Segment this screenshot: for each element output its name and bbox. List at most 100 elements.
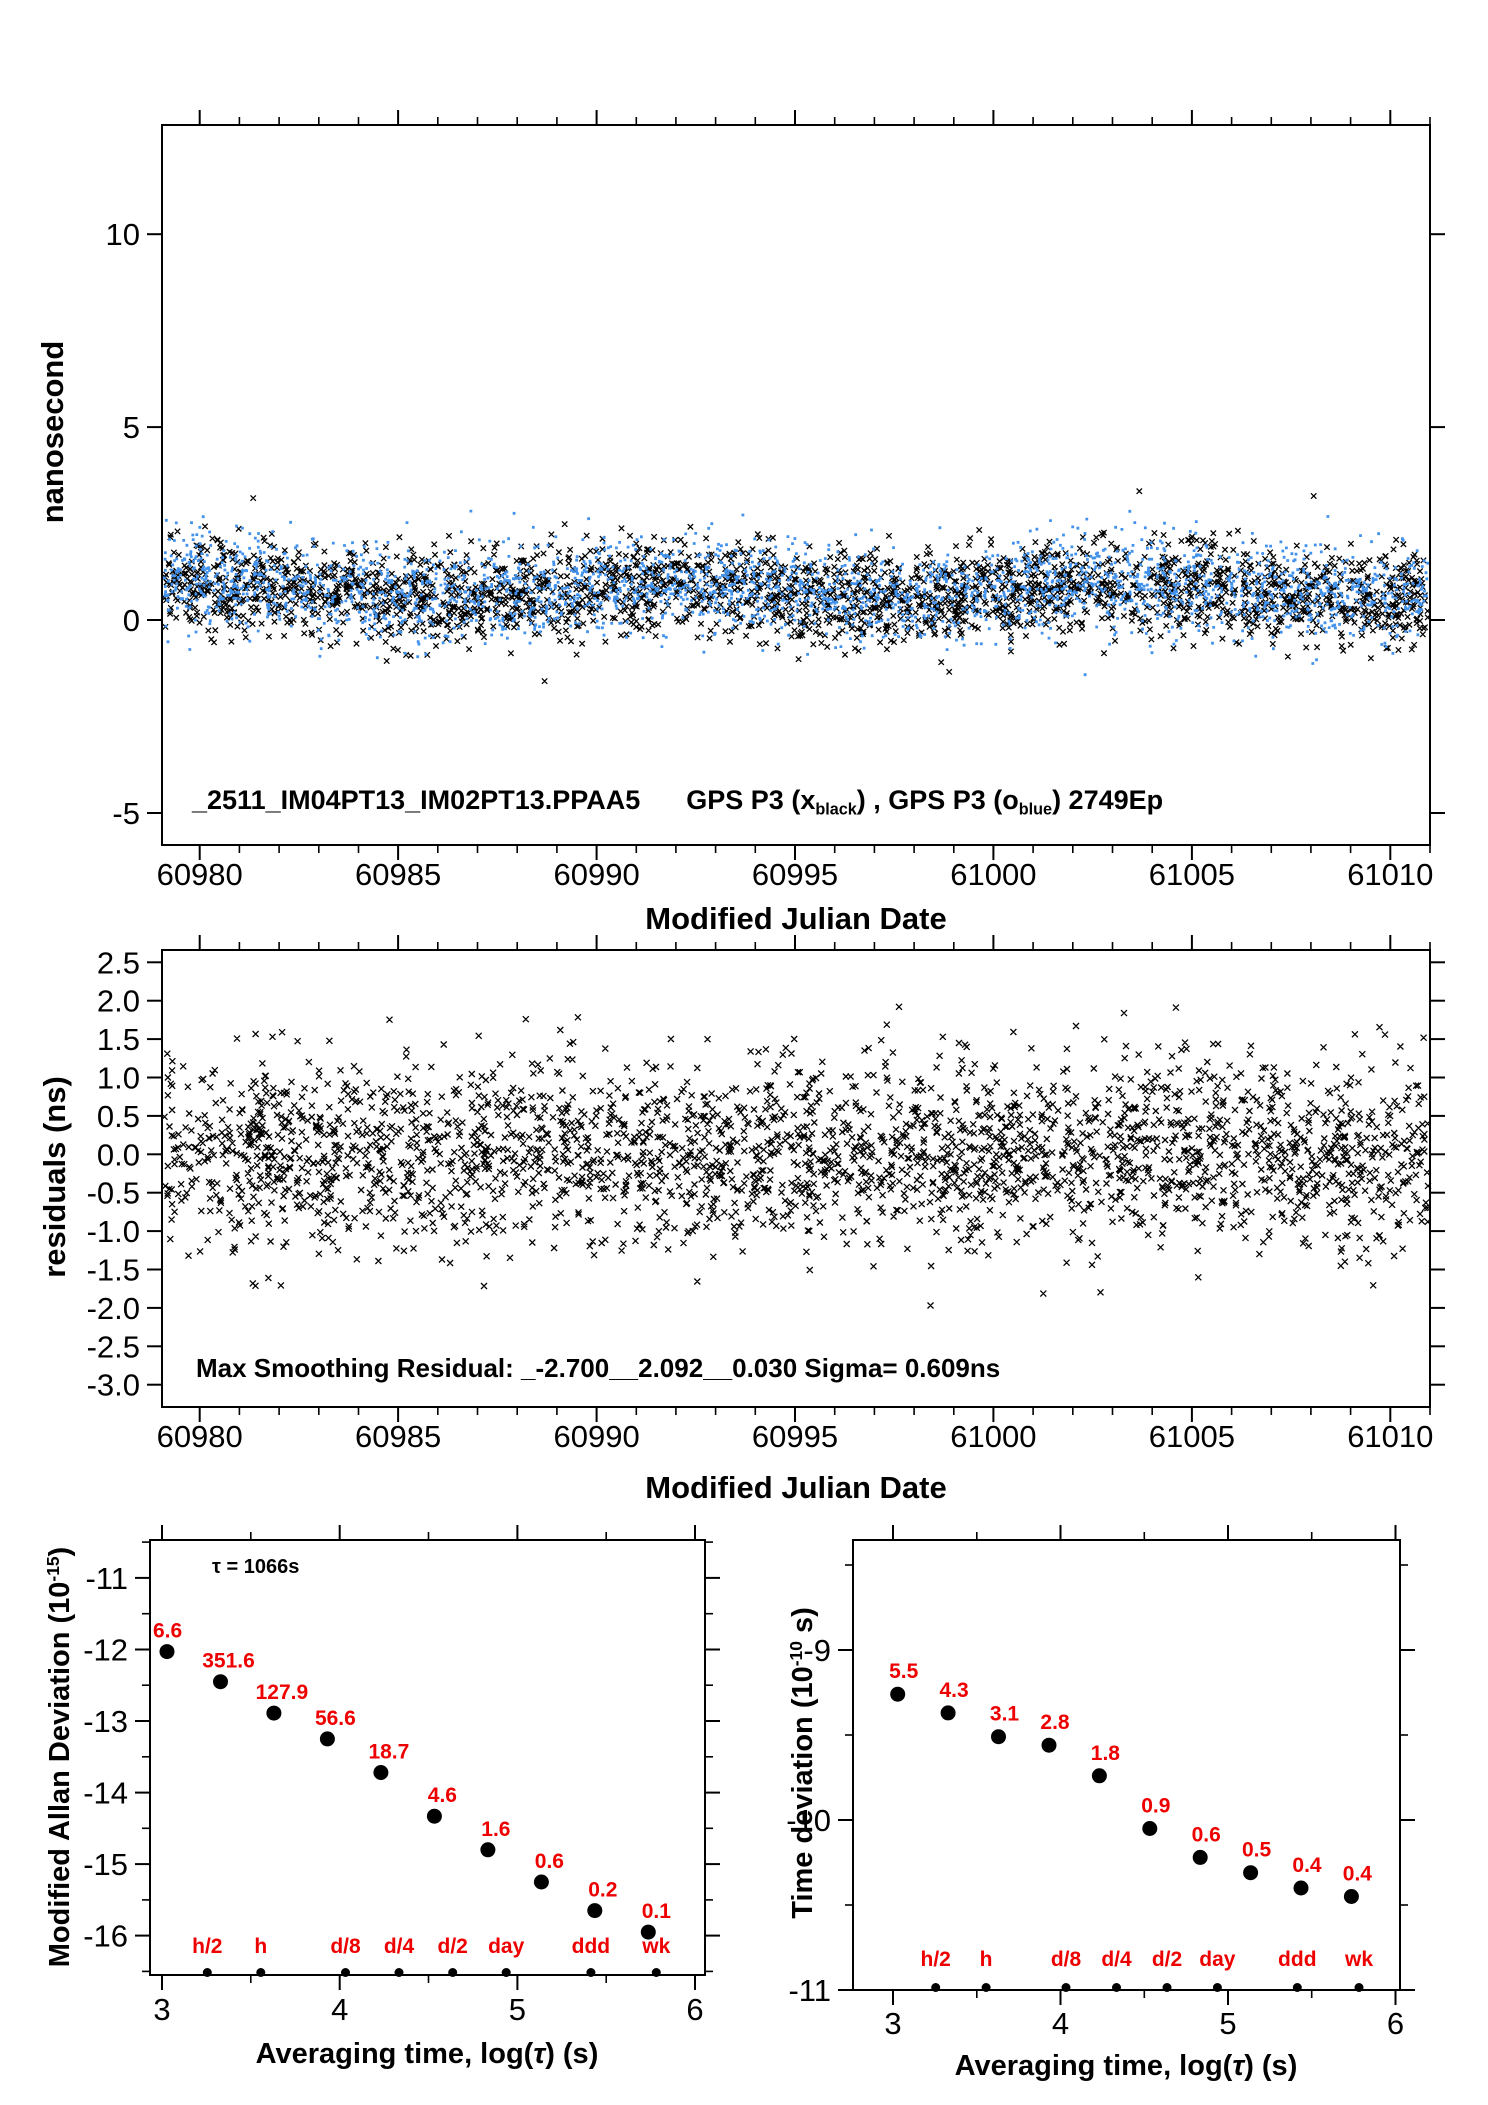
mdev-y-axis-title: Modified Allan Deviation (10-15) xyxy=(43,1547,77,1967)
middle-y-tick-label: 1.0 xyxy=(97,1061,140,1096)
mdev-x-tick-label: 5 xyxy=(509,1992,526,2027)
tdev-y-tick-label: -10 xyxy=(786,1803,831,1838)
mdev-data-point xyxy=(587,1903,603,1919)
middle-x-tick-label: 61005 xyxy=(1149,1419,1235,1454)
tdev-period-tick-label: d/2 xyxy=(1152,1948,1182,1971)
mdev-period-tick-dot xyxy=(586,1968,596,1977)
top-x-tick-label: 61005 xyxy=(1149,857,1235,892)
tdev-point-value-label: 5.5 xyxy=(889,1660,919,1683)
middle-y-tick-label: 0.5 xyxy=(97,1099,140,1134)
mdev-y-tick-label: -11 xyxy=(85,1561,128,1596)
middle-x-tick-label: 60995 xyxy=(752,1419,838,1454)
mdev-y-tick-label: -16 xyxy=(83,1919,128,1954)
top-scatter-x-markers xyxy=(161,488,1431,685)
tdev-y-tick-label: -9 xyxy=(803,1633,831,1668)
tdev-period-tick-dot xyxy=(931,1983,941,1992)
tdev-x-axis-title-pre: Averaging time, log( xyxy=(954,2050,1233,2082)
tdev-period-tick-dot xyxy=(1061,1983,1071,1992)
tdev-period-tick-dot xyxy=(1112,1983,1121,1992)
mdev-x-axis-title-pre: Averaging time, log( xyxy=(255,2038,534,2070)
tdev-period-tick-label: d/4 xyxy=(1101,1948,1132,1971)
tdev-data-point xyxy=(991,1729,1006,1745)
middle-frame xyxy=(161,949,1431,1408)
mdev-x-tick-label: 4 xyxy=(331,1992,348,2027)
mdev-period-tick-label: h xyxy=(254,1935,267,1958)
mdev-x-tick-label: 6 xyxy=(686,1992,703,2027)
mdev-point-value-label: 56.6 xyxy=(315,1707,356,1730)
max-smoothing-residual-label: Max Smoothing Residual: _-2.700__2.092__… xyxy=(196,1353,1001,1383)
mdev-period-tick-label: d/2 xyxy=(438,1935,468,1958)
tau-annotation: τ = 1066s xyxy=(212,1556,299,1579)
middle-y-tick-label: 2.0 xyxy=(97,984,140,1019)
mdev-y-tick-label: -15 xyxy=(83,1847,128,1882)
tdev-point-value-label: 2.8 xyxy=(1040,1711,1070,1734)
tdev-data-point xyxy=(1041,1737,1057,1753)
top-y-axis-title-text: nanosecond xyxy=(35,340,70,524)
tdev-y-axis-title-text: Time deviation (10 xyxy=(787,1666,820,1919)
tdev-plot: 3 4 5 6-9-10-115.54.33.1 2.81.80.90.60.50.4 0… xyxy=(786,1525,1415,2041)
tdev-point-value-label: 1.8 xyxy=(1091,1742,1121,1765)
tdev-point-value-label: 4.3 xyxy=(939,1679,968,1702)
mdev-y-tick-label: -14 xyxy=(83,1776,128,1811)
tdev-data-point xyxy=(1343,1889,1359,1904)
mdev-data-point xyxy=(373,1765,389,1780)
top-y-tick-label: -5 xyxy=(112,796,140,831)
top-x-tick-label: 60990 xyxy=(553,857,639,892)
top-y-tick-label: 10 xyxy=(106,217,140,252)
mdev-y-tick-label: -12 xyxy=(83,1633,128,1668)
gps-series2-subscript: blue xyxy=(1018,800,1053,819)
tdev-point-value-label: 0.5 xyxy=(1242,1839,1272,1862)
mdev-x-axis-title: Averaging time, log(τ) (s) xyxy=(256,2038,599,2071)
tdev-y-axis-title: Time deviation (10-10 s) xyxy=(786,1607,820,1918)
tdev-point-value-label: 0.4 xyxy=(1292,1854,1322,1877)
tau-annotation-text: τ = 1066s xyxy=(212,1556,300,1578)
top-x-tick-label: 61000 xyxy=(950,857,1036,892)
mdev-period-tick-label: d/4 xyxy=(384,1935,415,1958)
tdev-period-tick-label: ddd xyxy=(1278,1948,1316,1971)
tdev-y-axis-title-close: s) xyxy=(787,1607,820,1642)
middle-y-tick-label: -1.0 xyxy=(87,1214,140,1249)
top-x-tick-label: 60980 xyxy=(157,857,243,892)
tau-symbol: τ xyxy=(533,2038,546,2070)
tdev-period-tick-dot xyxy=(1162,1983,1172,1992)
middle-y-tick-label: -2.5 xyxy=(87,1329,140,1364)
mdev-frame xyxy=(149,1539,706,1976)
file-id-label: _2511_IM04PT13_IM02PT13.PPAA5 xyxy=(192,785,641,815)
mdev-point-value-label: 18.7 xyxy=(368,1741,409,1764)
gps-series1-label: GPS P3 (x xyxy=(686,785,816,815)
middle-x-tick-label: 60985 xyxy=(355,1419,441,1454)
tdev-data-point xyxy=(890,1686,906,1702)
tdev-x-axis-title-post: ) (s) xyxy=(1244,2050,1298,2082)
tdev-x-tick-label: 6 xyxy=(1387,2006,1404,2041)
top-x-tick-label: 60985 xyxy=(355,857,441,892)
mdev-period-tick-dot xyxy=(202,1968,212,1977)
mdev-period-tick-label: wk xyxy=(641,1935,670,1958)
middle-y-tick-label: -2.0 xyxy=(87,1291,140,1326)
middle-plot: 60980 60985 60990 60995 61000 61005 61010 2.5 2.… xyxy=(87,935,1445,1454)
top-frame xyxy=(161,124,1431,846)
mdev-data-point xyxy=(159,1644,175,1660)
tdev-data-point xyxy=(1293,1880,1309,1896)
mdev-point-value-label: 127.9 xyxy=(256,1681,309,1704)
tdev-period-tick-label: h xyxy=(980,1948,993,1971)
mdev-period-tick-dot xyxy=(651,1968,661,1977)
top-y-axis-title: nanosecond xyxy=(35,341,71,524)
tdev-data-point xyxy=(940,1705,956,1721)
top-annotation: _2511_IM04PT13_IM02PT13.PPAA5 GPS P3 (x bl… xyxy=(192,785,1163,820)
middle-y-axis-title: residuals (ns) xyxy=(37,1076,73,1278)
mdev-period-tick-dot xyxy=(256,1968,266,1977)
tdev-period-tick-label: day xyxy=(1199,1948,1236,1971)
middle-y-tick-label: 0.0 xyxy=(97,1137,140,1172)
mdev-x-tick-label: 3 xyxy=(153,1992,170,2027)
tdev-period-tick-label: wk xyxy=(1344,1948,1373,1971)
middle-y-axis-title-text: residuals (ns) xyxy=(37,1076,72,1278)
mdev-point-value-label: 4.6 xyxy=(428,1784,457,1807)
tdev-period-tick-dot xyxy=(981,1983,991,1992)
middle-y-tick-label: -1.5 xyxy=(87,1253,140,1288)
tdev-x-tick-label: 4 xyxy=(1052,2006,1069,2041)
tdev-x-tick-label: 3 xyxy=(884,2006,901,2041)
mdev-data-point xyxy=(266,1705,282,1721)
mdev-period-tick-dot xyxy=(394,1968,404,1977)
